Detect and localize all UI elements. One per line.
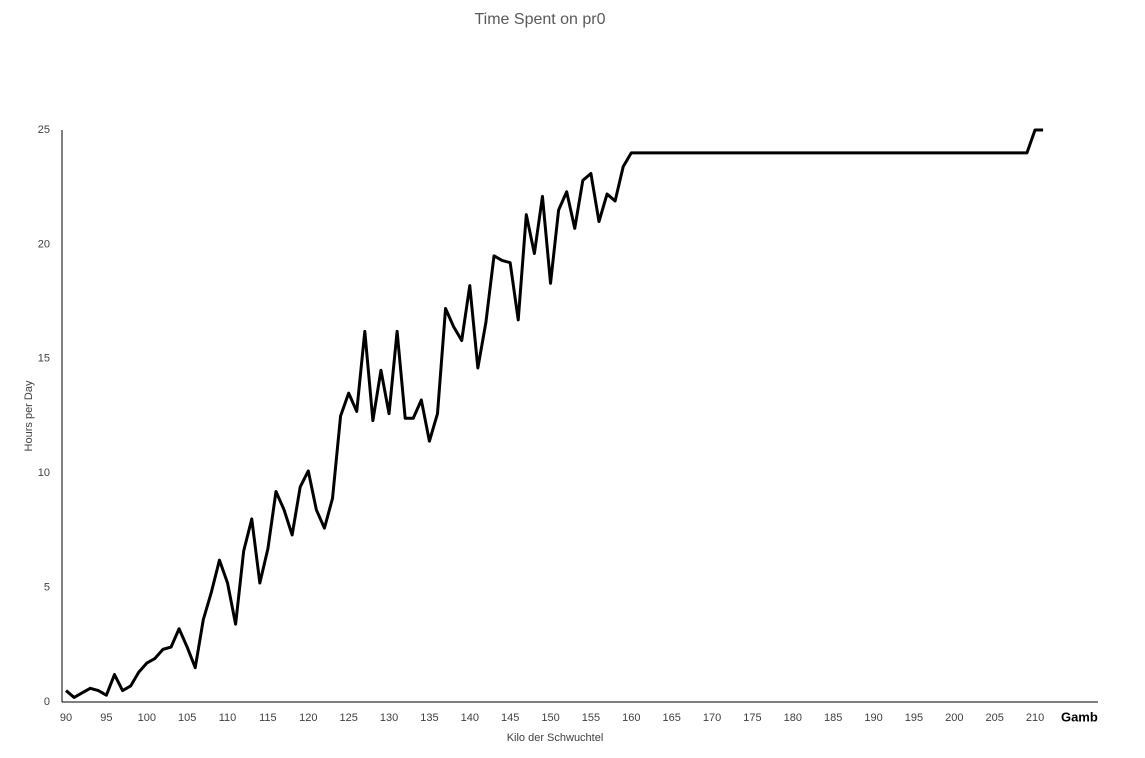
x-tick-label: 135 xyxy=(420,712,438,724)
x-tick-label: 90 xyxy=(60,712,72,724)
y-tick-label: 25 xyxy=(38,124,50,136)
chart-title: Time Spent on pr0 xyxy=(474,11,605,28)
x-tick-label: 145 xyxy=(501,712,519,724)
x-tick-label: 115 xyxy=(259,712,277,724)
x-tick-label: 140 xyxy=(461,712,479,724)
x-tick-label: 165 xyxy=(662,712,680,724)
x-tick-label: 155 xyxy=(582,712,600,724)
x-tick-label: Gamb xyxy=(1061,709,1098,724)
y-tick-label: 0 xyxy=(44,696,50,708)
data-line xyxy=(65,128,1044,699)
y-axis-label: Hours per Day xyxy=(23,380,35,451)
x-tick-label: 120 xyxy=(299,712,317,724)
x-tick-label: 195 xyxy=(905,712,923,724)
x-tick-label: 175 xyxy=(743,712,761,724)
x-tick-label: 125 xyxy=(339,712,357,724)
y-tick-label: 10 xyxy=(38,467,50,479)
x-tick-label: 200 xyxy=(945,712,963,724)
x-tick-label: 150 xyxy=(541,712,559,724)
x-tick-label: 180 xyxy=(784,712,802,724)
x-tick-label: 205 xyxy=(985,712,1003,724)
x-tick-label: 105 xyxy=(178,712,196,724)
x-tick-label: 190 xyxy=(864,712,882,724)
x-tick-label: 95 xyxy=(100,712,112,724)
y-tick-label: 20 xyxy=(38,238,50,250)
y-tick-label: 5 xyxy=(44,582,50,594)
x-axis-label: Kilo der Schwuchtel xyxy=(507,732,604,744)
x-tick-label: 210 xyxy=(1026,712,1044,724)
x-tick-label: 100 xyxy=(138,712,156,724)
x-tick-label: 185 xyxy=(824,712,842,724)
x-tick-label: 130 xyxy=(380,712,398,724)
y-tick-label: 15 xyxy=(38,353,50,365)
x-tick-label: 160 xyxy=(622,712,640,724)
x-tick-label: 170 xyxy=(703,712,721,724)
x-tick-label: 110 xyxy=(219,712,237,724)
